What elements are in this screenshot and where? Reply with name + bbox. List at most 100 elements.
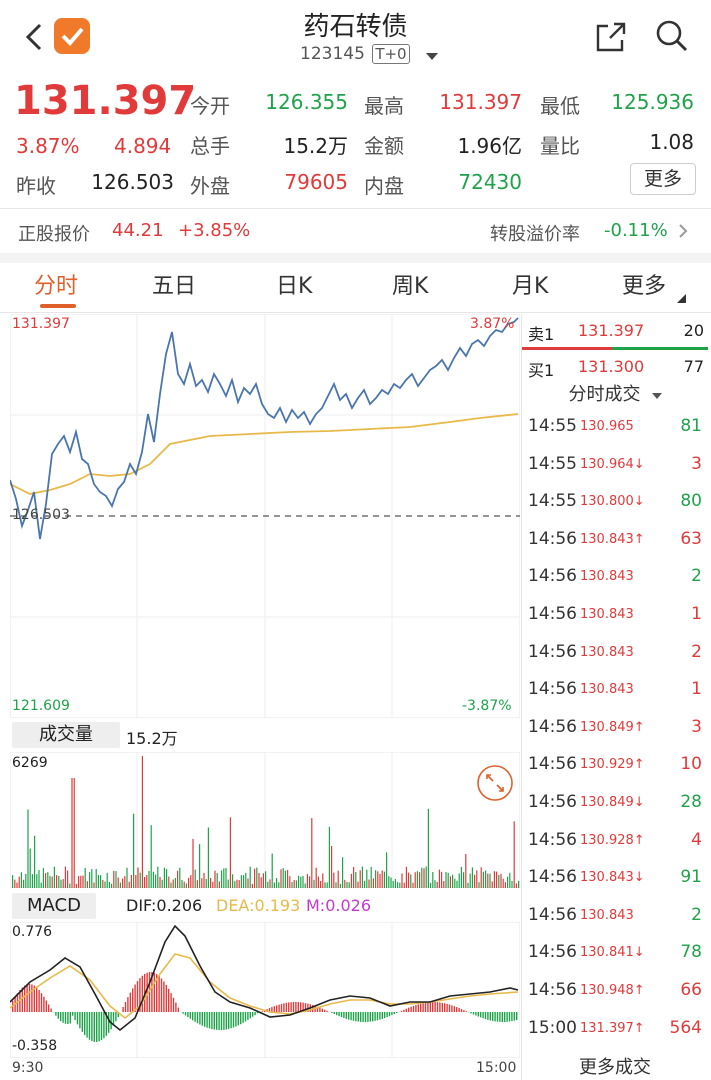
- buy-bar: [612, 347, 708, 350]
- volume-bar: [293, 880, 295, 888]
- macd-bar: [434, 1002, 436, 1012]
- volume-bar: [256, 867, 258, 888]
- volume-bar: [344, 879, 346, 888]
- trade-volume: 63: [680, 528, 702, 549]
- tab-intraday[interactable]: 分时: [34, 274, 79, 299]
- volume-bar: [441, 871, 443, 888]
- more-trades-link[interactable]: 更多成交: [579, 1057, 651, 1078]
- underlying-price: 44.21: [112, 220, 164, 241]
- volume-bar: [146, 875, 148, 888]
- volume-bar: [130, 875, 132, 888]
- macd-bar: [117, 1012, 119, 1017]
- macd-bar: [28, 984, 31, 1012]
- volume-bar: [331, 846, 333, 888]
- volume-bar: [236, 879, 238, 888]
- macd-bar: [74, 1012, 76, 1021]
- macd-bar: [350, 1012, 352, 1021]
- trade-row: 14:55 130.800↓ 80: [528, 485, 704, 519]
- change-amount: 4.894: [114, 134, 172, 158]
- volume-bar: [148, 871, 150, 888]
- macd-bar: [124, 1002, 127, 1012]
- macd-bar: [79, 1012, 81, 1029]
- volume-bar: [364, 880, 366, 888]
- volume-bar: [295, 880, 297, 888]
- macd-bar: [271, 1007, 273, 1012]
- share-icon[interactable]: [594, 20, 628, 58]
- volume-bar: [91, 869, 93, 888]
- macd-tab[interactable]: MACD: [12, 893, 96, 919]
- more-button[interactable]: 更多: [630, 163, 696, 195]
- tab-more[interactable]: 更多: [622, 274, 667, 299]
- trade-mode-badge: T+0: [372, 44, 410, 64]
- expand-icon[interactable]: [476, 764, 514, 806]
- volume-bar: [53, 866, 55, 888]
- macd-bar: [496, 1012, 499, 1022]
- macd-bar: [182, 1012, 184, 1014]
- volume-total: 15.2万: [126, 729, 178, 748]
- macd-bar: [237, 1012, 239, 1026]
- axis-high-pct: 3.87%: [470, 316, 515, 332]
- macd-bar: [391, 1012, 393, 1016]
- macd-bar: [355, 1012, 357, 1022]
- tab-month-k[interactable]: 月K: [512, 274, 549, 299]
- volume-bar: [229, 817, 231, 888]
- macd-bar: [122, 1007, 124, 1012]
- macd-bar: [292, 1002, 295, 1012]
- volume-bar: [232, 874, 234, 888]
- volume-bar: [287, 869, 289, 888]
- tab-day-k[interactable]: 日K: [276, 274, 313, 299]
- trades-header[interactable]: 分时成交: [522, 380, 708, 410]
- macd-bar: [232, 1012, 235, 1028]
- volume-bar: [298, 875, 300, 888]
- volume-bar: [372, 878, 374, 888]
- chevron-down-icon[interactable]: [424, 48, 440, 67]
- volume-bar: [496, 871, 498, 888]
- trade-price: 130.948↑: [580, 983, 645, 998]
- volume-bar: [60, 879, 62, 888]
- macd-bar: [33, 985, 35, 1012]
- volume-bar: [366, 869, 368, 888]
- trade-row: 14:56 130.843↓ 91: [528, 861, 704, 895]
- trade-time: 14:55: [528, 416, 577, 436]
- axis-prev-close-label: 126.503: [12, 507, 70, 523]
- volume-bar: [38, 870, 40, 888]
- back-icon[interactable]: [22, 22, 48, 52]
- macd-bar: [319, 1007, 321, 1012]
- macd-bar: [348, 1012, 350, 1020]
- macd-bar: [112, 1012, 115, 1026]
- trade-volume: 4: [691, 829, 702, 850]
- volume-bar: [188, 877, 190, 888]
- trade-row: 14:56 130.843 2: [528, 560, 704, 594]
- volume-bar: [408, 872, 410, 888]
- macd-bar: [208, 1012, 211, 1029]
- dif-line: [10, 924, 519, 1032]
- tab-five-day[interactable]: 五日: [152, 274, 197, 299]
- tab-week-k[interactable]: 周K: [392, 274, 429, 299]
- volume-bar: [443, 881, 445, 888]
- trade-price: 130.849↑: [580, 719, 645, 735]
- volume-bar: [40, 882, 42, 888]
- intraday-price-chart[interactable]: [10, 314, 520, 718]
- volume-bar: [139, 872, 141, 888]
- volume-bar: [251, 883, 253, 888]
- volume-bar: [159, 877, 161, 888]
- trade-price: 130.928↑: [580, 832, 645, 848]
- macd-bar: [98, 1012, 100, 1042]
- volume-bar: [361, 866, 363, 888]
- trade-row: 14:56 130.841↓ 78: [528, 936, 704, 970]
- macd-top-label: 0.776: [12, 924, 53, 940]
- volume-bar: [317, 876, 319, 888]
- page-title: 药石转债: [303, 12, 408, 42]
- volume-bar: [423, 868, 425, 888]
- volume-bar: [430, 883, 432, 888]
- open-label: 今开: [190, 94, 230, 118]
- volume-bar: [342, 857, 344, 888]
- volume-bar: [322, 873, 324, 888]
- volume-bar: [335, 882, 337, 888]
- volume-bar: [485, 870, 487, 888]
- search-icon[interactable]: [654, 18, 690, 58]
- trade-price: 130.841↓: [580, 945, 645, 961]
- underlying-stock-bar[interactable]: 正股报价 44.21 +3.85% 转股溢价率 -0.11%: [0, 209, 711, 253]
- macd-bar: [506, 1012, 508, 1022]
- volume-tab[interactable]: 成交量: [12, 722, 120, 748]
